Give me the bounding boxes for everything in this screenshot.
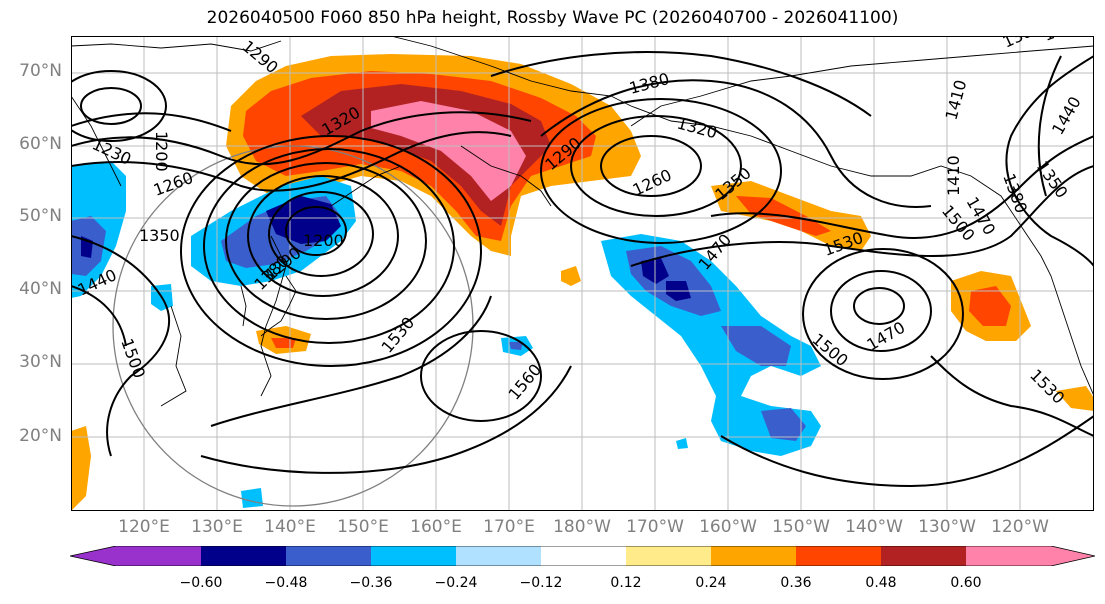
colorbar-bin bbox=[286, 546, 371, 566]
colorbar-extend-high bbox=[1051, 546, 1095, 566]
colorbar-bin bbox=[711, 546, 796, 566]
colorbar-tick: 0.60 bbox=[950, 575, 982, 591]
lat-label-60n: 60°N bbox=[19, 134, 62, 154]
colorbar-tick: 0.36 bbox=[780, 575, 812, 591]
lon-label-160e: 160°E bbox=[410, 517, 462, 537]
colorbar-bin bbox=[966, 546, 1051, 566]
map-frame bbox=[71, 36, 1094, 511]
coastlines bbox=[71, 36, 1094, 407]
colorbar-tick: −0.60 bbox=[179, 575, 223, 591]
positive-anomaly-shading bbox=[71, 54, 1094, 511]
contour-label: 1350 bbox=[139, 226, 180, 245]
colorbar-bin bbox=[796, 546, 881, 566]
colorbar-bin bbox=[201, 546, 286, 566]
colorbar-tick: −0.12 bbox=[519, 575, 563, 591]
lon-label-130e: 130°E bbox=[191, 517, 243, 537]
height-contours bbox=[71, 51, 1094, 488]
colorbar-tick: 0.12 bbox=[610, 575, 642, 591]
lat-label-30n: 30°N bbox=[19, 352, 62, 372]
contour-label: 1200 bbox=[152, 131, 171, 172]
lon-label-140e: 140°E bbox=[264, 517, 316, 537]
lat-label-50n: 50°N bbox=[19, 206, 62, 226]
colorbar-tick: −0.48 bbox=[264, 575, 308, 591]
map-svg: 1200 1230 1260 1290 1320 1350 1380 1410 … bbox=[71, 36, 1094, 511]
colorbar-bin bbox=[371, 546, 456, 566]
contour-label: 1410 bbox=[944, 155, 963, 196]
negative-anomaly-shading bbox=[71, 161, 821, 508]
map-title: 2026040500 F060 850 hPa height, Rossby W… bbox=[206, 8, 899, 28]
map-panel: 1200 1230 1260 1290 1320 1350 1380 1410 … bbox=[71, 36, 1094, 511]
colorbar bbox=[70, 546, 1095, 566]
lat-label-20n: 20°N bbox=[19, 426, 62, 446]
colorbar-tick: −0.24 bbox=[434, 575, 478, 591]
colorbar-extend-low bbox=[70, 546, 116, 566]
lon-label-140w: 140°W bbox=[845, 517, 903, 537]
colorbar-bin bbox=[881, 546, 966, 566]
lon-label-180w: 180°W bbox=[553, 517, 611, 537]
colorbar-bin bbox=[116, 546, 201, 566]
colorbar-bin bbox=[541, 546, 626, 566]
colorbar-tick: 0.48 bbox=[865, 575, 897, 591]
lon-label-130w: 130°W bbox=[918, 517, 976, 537]
colorbar-bin bbox=[456, 546, 541, 566]
lon-label-170e: 170°E bbox=[483, 517, 535, 537]
graticule bbox=[71, 36, 1094, 511]
colorbar-bin bbox=[626, 546, 711, 566]
lon-label-120e: 120°E bbox=[118, 517, 170, 537]
lat-label-40n: 40°N bbox=[19, 279, 62, 299]
lon-label-170w: 170°W bbox=[626, 517, 684, 537]
lon-label-120w: 120°W bbox=[991, 517, 1049, 537]
lat-label-70n: 70°N bbox=[19, 61, 62, 81]
colorbar-tick: −0.36 bbox=[349, 575, 393, 591]
colorbar-tick: 0.24 bbox=[695, 575, 727, 591]
lon-label-160w: 160°W bbox=[699, 517, 757, 537]
contour-label: 1200 bbox=[303, 231, 344, 250]
lon-label-150w: 150°W bbox=[772, 517, 830, 537]
lon-label-150e: 150°E bbox=[337, 517, 389, 537]
